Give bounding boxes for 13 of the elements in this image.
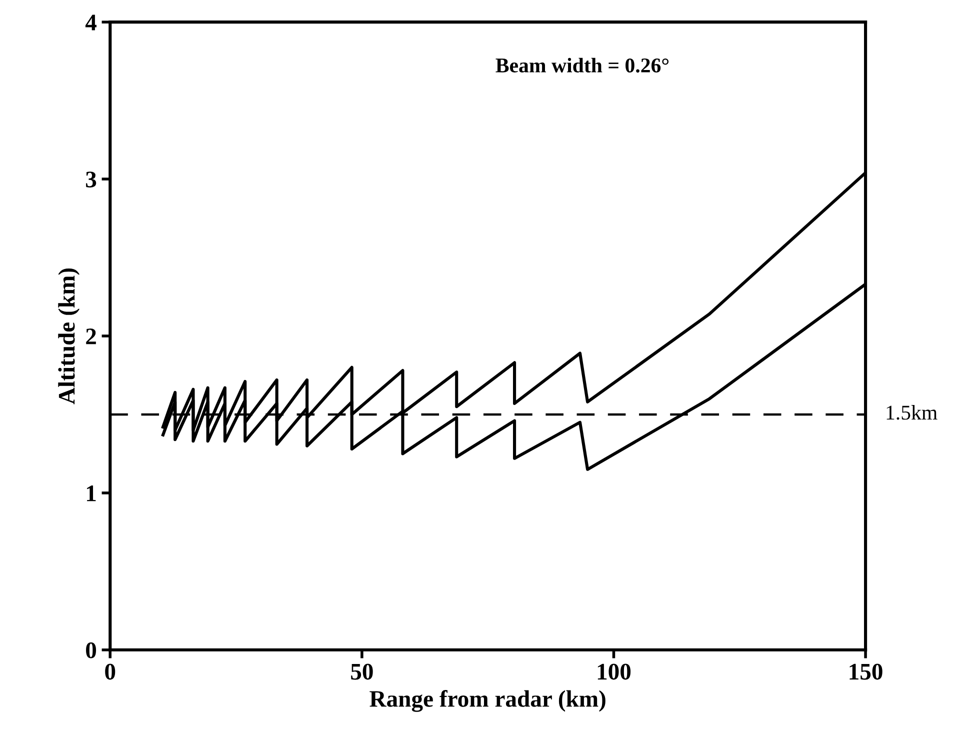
y-tick-label: 1 <box>87 486 96 502</box>
y-tick-label: 4 <box>85 14 96 30</box>
x-axis-title: Range from radar (km) <box>370 690 606 712</box>
ref-line-label: 1.5km <box>886 405 938 420</box>
x-tick-label: 0 <box>105 664 116 680</box>
x-tick-label: 150 <box>850 664 882 680</box>
y-tick-label: 0 <box>86 642 96 658</box>
x-tick-label: 50 <box>351 664 373 680</box>
annotation: Beam width = 0.26° <box>496 58 669 73</box>
y-tick-label: 2 <box>86 328 96 344</box>
x-tick-label: 100 <box>598 664 631 680</box>
y-tick-label: 3 <box>86 172 96 188</box>
y-axis-title: Altitude (km) <box>58 268 80 404</box>
